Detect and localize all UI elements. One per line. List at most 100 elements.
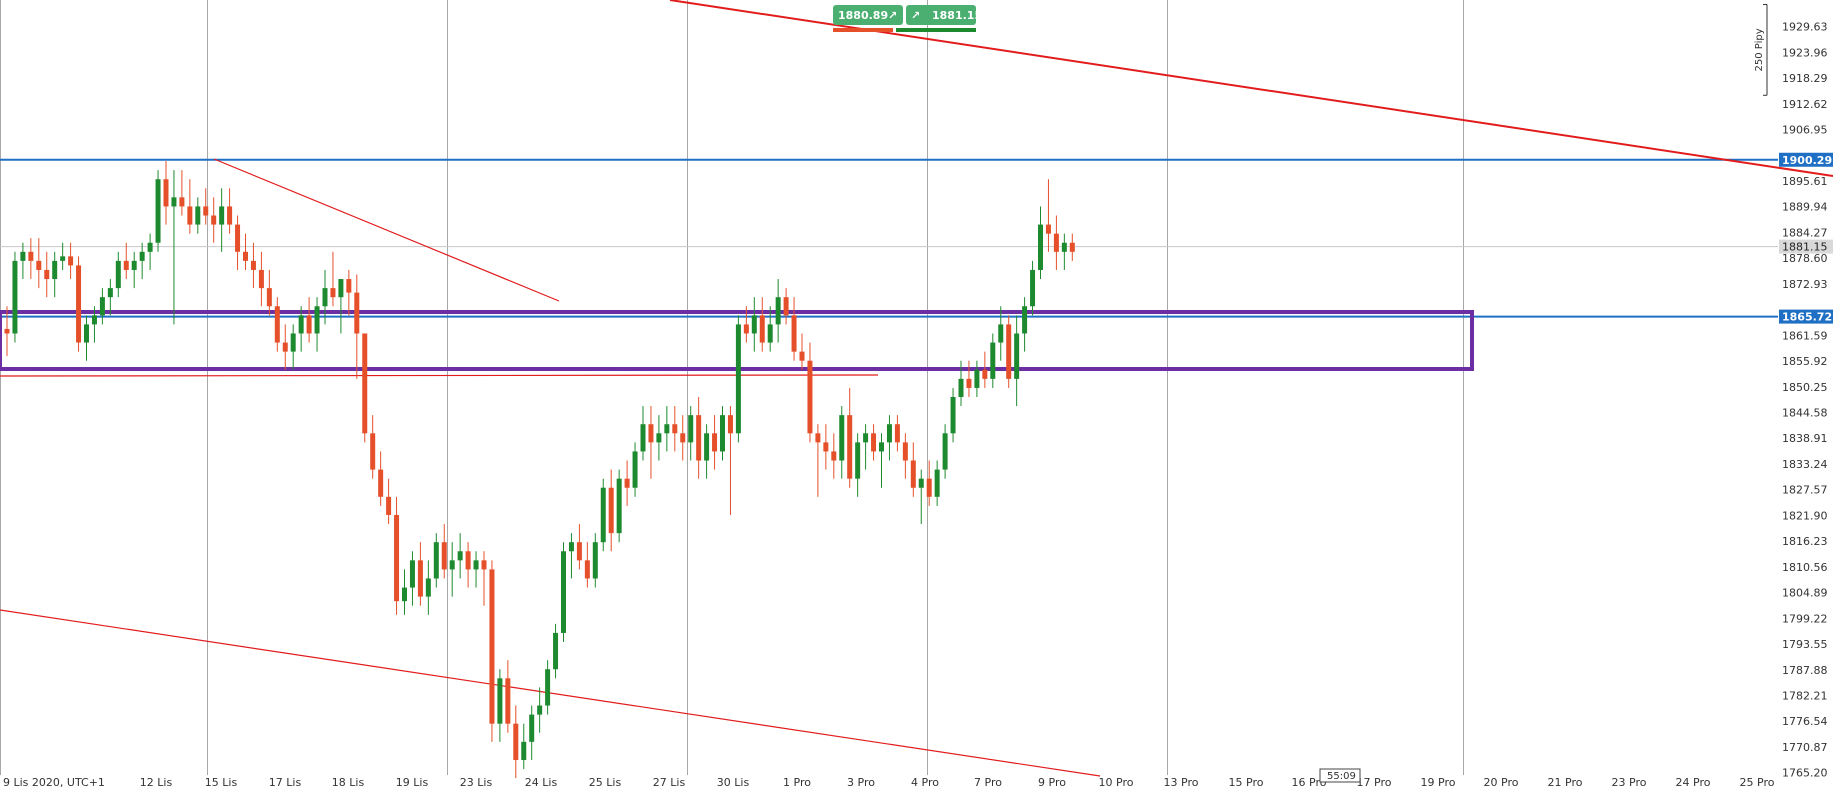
candle-body <box>720 415 725 452</box>
candle <box>1053 215 1059 270</box>
buy-arrow-icon: ↗ <box>911 9 920 22</box>
candle-body <box>656 433 662 443</box>
date-tick-label: 18 Lis <box>332 776 365 789</box>
level-price-tag-label: 1881.15 <box>1782 241 1828 254</box>
candle <box>99 288 105 325</box>
sell-button[interactable] <box>833 5 903 25</box>
candle-body <box>632 451 638 488</box>
candle <box>1045 179 1051 252</box>
candle-body <box>179 197 185 207</box>
candle-body <box>926 478 932 497</box>
candle <box>203 188 209 225</box>
price-tick-label: 1889.94 <box>1782 201 1828 214</box>
candle-body <box>561 551 566 633</box>
candle-body <box>354 292 360 334</box>
candle <box>346 269 352 316</box>
candle <box>386 478 392 525</box>
candle <box>815 424 821 497</box>
date-tick-label: 12 Lis <box>140 776 173 789</box>
candle <box>704 424 710 479</box>
candle-body <box>815 433 821 443</box>
candle-body <box>187 206 193 225</box>
candle-body <box>688 415 694 443</box>
range-ruler-label: 250 Pipy <box>1754 28 1765 71</box>
candle-body <box>974 369 980 388</box>
candle <box>616 469 622 543</box>
candle-body <box>1069 242 1075 252</box>
buy-button[interactable] <box>906 5 976 25</box>
candle <box>266 269 272 316</box>
date-tick-label: 20 Pro <box>1484 776 1519 789</box>
candle <box>91 306 97 343</box>
candle-body <box>712 433 718 452</box>
date-tick-label: 23 Pro <box>1612 776 1647 789</box>
candle-timer-box <box>1319 768 1361 783</box>
candle <box>378 451 384 506</box>
candle <box>227 188 233 234</box>
level-price-tag <box>1779 152 1833 167</box>
candle <box>561 542 566 643</box>
candle-body <box>1045 224 1051 234</box>
candle-body <box>36 260 42 270</box>
price-tick-label: 1793.55 <box>1782 638 1828 651</box>
candle <box>394 496 400 615</box>
date-tick-label: 25 Lis <box>589 776 622 789</box>
price-tick-label: 1782.21 <box>1782 689 1828 702</box>
candle <box>1030 260 1036 316</box>
candle <box>656 415 662 461</box>
candle <box>362 333 368 443</box>
price-tick-label: 1833.24 <box>1782 458 1828 471</box>
candle <box>576 524 582 570</box>
price-tick-label: 1816.23 <box>1782 535 1828 548</box>
candle-body <box>966 378 972 388</box>
candle-body <box>497 678 503 724</box>
candle <box>592 533 598 588</box>
candle-body <box>767 324 773 343</box>
candle <box>441 524 447 579</box>
candle <box>791 297 797 361</box>
candle-body <box>608 487 614 534</box>
candle <box>727 406 733 515</box>
sell-price-label: 1880.89 <box>838 9 888 22</box>
buy-price-label: 1881.15 <box>932 9 982 22</box>
candle <box>36 238 42 289</box>
date-tick-label: 17 Pro <box>1357 776 1392 789</box>
horizontal-trend-line[interactable] <box>0 374 879 377</box>
date-tick-label: 15 Lis <box>205 776 238 789</box>
candle <box>60 242 66 270</box>
date-tick-label: 24 Pro <box>1676 776 1711 789</box>
candle-body <box>481 560 487 570</box>
price-tick-label: 1799.22 <box>1782 612 1828 625</box>
candle-body <box>123 260 129 270</box>
date-tick-label: 19 Pro <box>1421 776 1456 789</box>
candle-body <box>1022 306 1028 334</box>
candle-body <box>791 315 797 352</box>
candle <box>545 660 551 715</box>
candle <box>409 551 415 606</box>
candle <box>982 351 988 388</box>
candle-body <box>346 279 352 293</box>
descending-trend-line[interactable] <box>213 158 560 302</box>
price-tick-label: 1765.20 <box>1782 767 1828 780</box>
candle <box>131 251 137 289</box>
candle-body <box>751 315 757 334</box>
candle-body <box>759 315 765 343</box>
candle <box>44 251 50 298</box>
candle <box>934 460 940 506</box>
sell-volume-bar <box>833 28 893 32</box>
candle <box>640 406 646 461</box>
candle-body <box>258 269 264 289</box>
buy-volume-bar <box>896 28 976 32</box>
candle-body <box>155 179 161 243</box>
candle-body <box>338 279 344 298</box>
candle-body <box>696 415 702 461</box>
candle <box>894 415 900 452</box>
candle <box>402 569 407 615</box>
level-price-tag-label: 1900.29 <box>1782 154 1832 167</box>
candle-body <box>378 469 384 497</box>
candle <box>958 360 964 407</box>
candle <box>529 705 535 760</box>
